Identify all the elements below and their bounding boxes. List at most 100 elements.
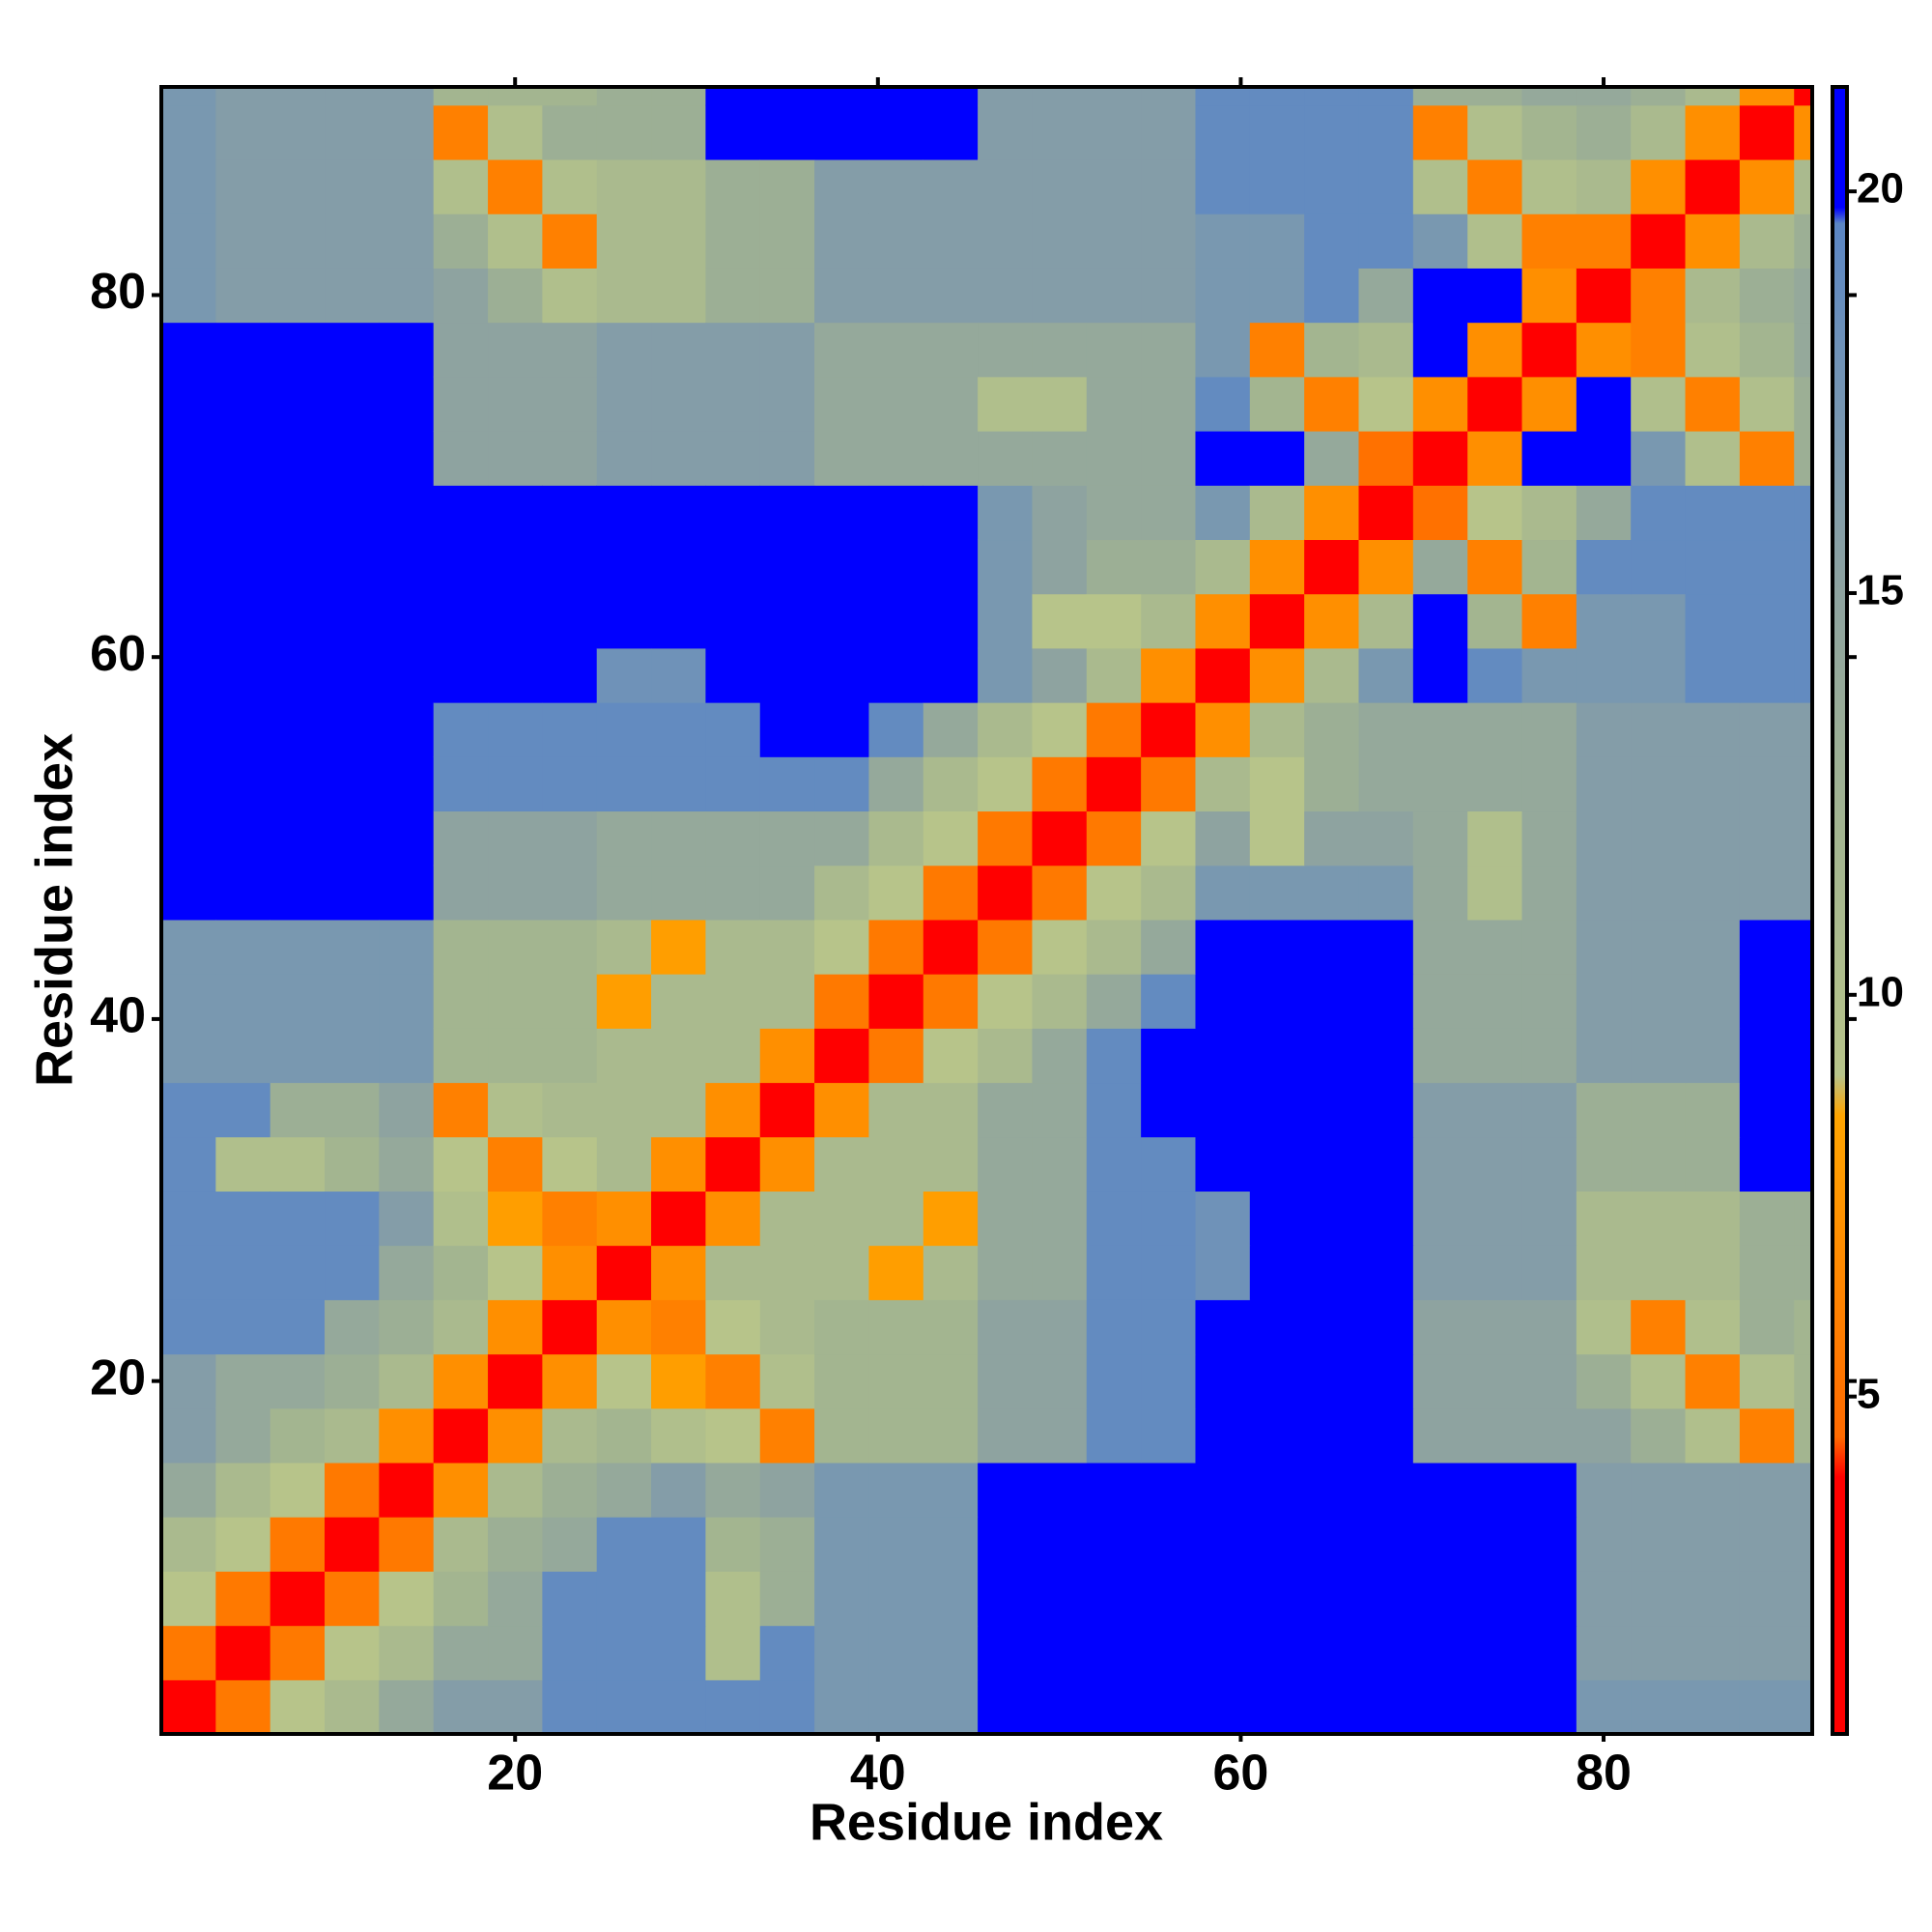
heatmap-cell bbox=[1794, 1353, 1813, 1409]
heatmap-cell bbox=[596, 104, 652, 160]
heatmap-cell bbox=[1467, 1136, 1523, 1192]
heatmap-cell bbox=[651, 702, 707, 757]
heatmap-cell bbox=[325, 1028, 380, 1084]
heatmap-cell bbox=[1249, 1517, 1305, 1572]
heatmap-cell bbox=[923, 1299, 979, 1355]
heatmap-cell bbox=[1141, 268, 1197, 324]
heatmap-cell bbox=[1249, 702, 1305, 757]
heatmap-cell bbox=[1086, 1407, 1142, 1463]
heatmap-cell bbox=[215, 539, 271, 595]
heatmap-cell bbox=[215, 919, 271, 975]
heatmap-cell bbox=[433, 702, 489, 757]
heatmap-cell bbox=[1412, 539, 1468, 595]
heatmap-cell bbox=[488, 756, 543, 812]
colorbar-tick-label: 15 bbox=[1857, 567, 1904, 614]
heatmap-cell bbox=[1032, 213, 1088, 269]
heatmap-cell bbox=[596, 158, 652, 214]
heatmap-cell bbox=[1195, 1082, 1251, 1138]
heatmap-cell bbox=[1412, 1136, 1468, 1192]
heatmap-cell bbox=[651, 213, 707, 269]
heatmap-cell bbox=[1195, 1679, 1251, 1735]
heatmap-cell bbox=[1521, 1679, 1577, 1735]
heatmap-cell bbox=[161, 865, 216, 921]
heatmap-cell bbox=[868, 1190, 924, 1246]
heatmap-cell bbox=[1412, 1462, 1468, 1518]
heatmap-cell bbox=[488, 213, 543, 269]
heatmap-cell bbox=[705, 1517, 761, 1572]
heatmap-cell bbox=[1794, 268, 1813, 324]
heatmap-cell bbox=[1358, 1571, 1414, 1627]
heatmap-cell bbox=[978, 1625, 1034, 1681]
heatmap-cell bbox=[1794, 87, 1813, 106]
heatmap-cell bbox=[759, 919, 815, 975]
heatmap-cell bbox=[1086, 756, 1142, 812]
heatmap-cell bbox=[379, 322, 435, 378]
heatmap-cell bbox=[325, 430, 380, 486]
heatmap-cell bbox=[1032, 268, 1088, 324]
heatmap-cell bbox=[759, 1245, 815, 1300]
heatmap-cell bbox=[1195, 1517, 1251, 1572]
heatmap-cell bbox=[1304, 756, 1360, 812]
heatmap-cell bbox=[705, 1679, 761, 1735]
heatmap-cell bbox=[1086, 485, 1142, 541]
heatmap-cell bbox=[215, 430, 271, 486]
heatmap-cell bbox=[868, 1517, 924, 1572]
heatmap-cell bbox=[542, 1517, 598, 1572]
heatmap-cell bbox=[1685, 1407, 1741, 1463]
heatmap-cell bbox=[1086, 1136, 1142, 1192]
heatmap-cell bbox=[1412, 593, 1468, 649]
heatmap-cell bbox=[215, 1517, 271, 1572]
heatmap-cell bbox=[651, 87, 707, 106]
heatmap-cell bbox=[1631, 268, 1687, 324]
heatmap-cell bbox=[1685, 1245, 1741, 1300]
heatmap-cell bbox=[215, 702, 271, 757]
heatmap-cell bbox=[1685, 430, 1741, 486]
heatmap-cell bbox=[1358, 1028, 1414, 1084]
heatmap-cell bbox=[1304, 539, 1360, 595]
heatmap-cell bbox=[433, 376, 489, 432]
heatmap-cell bbox=[270, 1517, 326, 1572]
heatmap-cell bbox=[1141, 1462, 1197, 1518]
heatmap-cell bbox=[923, 158, 979, 214]
heatmap-cell bbox=[270, 1462, 326, 1518]
heatmap-cell bbox=[1032, 1136, 1088, 1192]
heatmap-cell bbox=[1576, 1136, 1632, 1192]
heatmap-cell bbox=[1794, 1028, 1813, 1084]
heatmap-cell bbox=[270, 87, 326, 106]
heatmap-cell bbox=[759, 647, 815, 703]
heatmap-cell bbox=[814, 756, 870, 812]
heatmap-cell bbox=[1086, 1028, 1142, 1084]
heatmap-cell bbox=[923, 1028, 979, 1084]
heatmap-cell bbox=[161, 919, 216, 975]
heatmap-cell bbox=[923, 593, 979, 649]
heatmap-cell bbox=[978, 104, 1034, 160]
heatmap-cell bbox=[1141, 158, 1197, 214]
heatmap-cell bbox=[1412, 1245, 1468, 1300]
heatmap-cell bbox=[1576, 1082, 1632, 1138]
heatmap-cell bbox=[1467, 1571, 1523, 1627]
heatmap-cell bbox=[759, 1679, 815, 1735]
heatmap-cell bbox=[705, 647, 761, 703]
heatmap-cell bbox=[1032, 1190, 1088, 1246]
heatmap-cell bbox=[1794, 1625, 1813, 1681]
heatmap-cell bbox=[542, 158, 598, 214]
heatmap-cell bbox=[651, 376, 707, 432]
heatmap-cell bbox=[651, 1082, 707, 1138]
heatmap-cell bbox=[215, 1082, 271, 1138]
heatmap-cell bbox=[814, 213, 870, 269]
heatmap-cell bbox=[215, 104, 271, 160]
heatmap-cell bbox=[1794, 647, 1813, 703]
heatmap-cell bbox=[759, 1082, 815, 1138]
heatmap-cell bbox=[705, 1082, 761, 1138]
heatmap-cell bbox=[161, 158, 216, 214]
heatmap-cell bbox=[1086, 376, 1142, 432]
heatmap-cell bbox=[215, 1571, 271, 1627]
heatmap-cell bbox=[1467, 268, 1523, 324]
heatmap-cell bbox=[596, 268, 652, 324]
heatmap-cell bbox=[1195, 974, 1251, 1029]
heatmap-cell bbox=[814, 593, 870, 649]
heatmap-cell bbox=[759, 430, 815, 486]
heatmap-cell bbox=[978, 1353, 1034, 1409]
